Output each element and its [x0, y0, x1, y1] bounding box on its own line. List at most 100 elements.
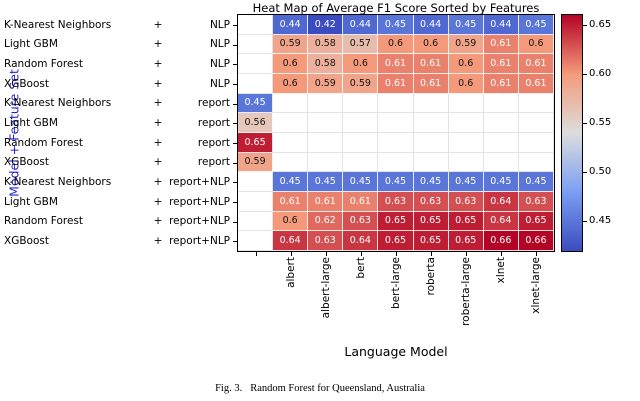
row-label-model: Light GBM — [4, 39, 58, 50]
heatmap-cell: 0.45 — [413, 172, 449, 192]
heatmap-cell — [518, 113, 554, 133]
heatmap-cell — [238, 191, 274, 212]
y-tick-label: Random Forest + NLP — [4, 58, 233, 70]
heatmap-cell: 0.6 — [273, 73, 309, 94]
heatmap-cell: 0.45 — [273, 172, 309, 192]
heatmap-cell: 0.44 — [273, 15, 309, 35]
row-label-plus: + — [153, 38, 163, 51]
heatmap-cell: 0.65 — [413, 211, 449, 232]
heatmap-cell: 0.66 — [518, 231, 554, 251]
row-label-model: K-Nearest Neighbors — [4, 98, 112, 109]
y-tick-mark — [233, 45, 237, 46]
row-label-model: K-Nearest Neighbors — [4, 19, 112, 31]
heatmap-cell: 0.45 — [343, 172, 379, 192]
heatmap-grid: 0.44 0.42 0.44 0.45 0.44 0.45 0.44 0.45 0.59 0.58… — [237, 14, 555, 252]
y-tick-label: XGBoost + report+NLP — [4, 235, 233, 247]
heatmap-cell: 0.45 — [448, 15, 484, 35]
heatmap-cell — [413, 132, 449, 153]
heatmap-cell: 0.45 — [378, 15, 414, 35]
heatmap-cell — [378, 152, 414, 173]
heatmap-cell: 0.6 — [273, 54, 309, 74]
x-tick-mark — [466, 252, 467, 256]
y-tick-mark — [233, 84, 237, 85]
x-tick-mark — [501, 252, 502, 256]
x-axis-label: Language Model — [344, 344, 448, 359]
x-tick-label: bert — [354, 257, 367, 279]
y-tick-label: XGBoost + report — [4, 157, 233, 169]
row-label-plus: + — [153, 57, 163, 70]
row-label-feature: NLP — [209, 18, 230, 31]
heatmap-cell: 0.64 — [483, 211, 519, 232]
x-tick-label: roberta-large — [460, 257, 473, 326]
heatmap-cell: 0.44 — [343, 15, 379, 35]
x-tick-label: albert — [284, 257, 297, 288]
row-label-feature: report — [197, 97, 230, 110]
heatmap-cell: 0.64 — [273, 231, 309, 251]
row-label-model: Light GBM — [4, 196, 58, 208]
heatmap-cell: 0.66 — [483, 231, 519, 251]
y-tick-label: Light GBM + NLP — [4, 39, 233, 51]
heatmap-cell: 0.63 — [378, 191, 414, 212]
heatmap-cell: 0.62 — [308, 211, 344, 232]
heatmap-cell: 0.6 — [378, 34, 414, 55]
heatmap-cell: 0.65 — [238, 132, 274, 153]
heatmap-cell: 0.6 — [448, 54, 484, 74]
heatmap-cell — [413, 152, 449, 173]
row-label-model: Random Forest — [4, 137, 84, 149]
heatmap-cell — [273, 113, 309, 133]
heatmap-cell: 0.65 — [378, 211, 414, 232]
heatmap-cell: 0.45 — [378, 172, 414, 192]
row-label-feature: NLP — [209, 38, 230, 51]
heatmap-cell: 0.6 — [343, 54, 379, 74]
colorbar-tick-mark — [583, 172, 587, 173]
heatmap-cell: 0.61 — [483, 34, 519, 55]
heatmap-cell: 0.65 — [448, 211, 484, 232]
heatmap-cell: 0.65 — [448, 231, 484, 251]
heatmap-cell: 0.6 — [273, 211, 309, 232]
heatmap-cell — [448, 93, 484, 114]
heatmap-cell: 0.64 — [483, 191, 519, 212]
heatmap-cell — [308, 113, 344, 133]
heatmap-cell — [448, 152, 484, 173]
row-label-plus: + — [153, 175, 163, 188]
y-tick-mark — [233, 182, 237, 183]
y-tick-mark — [233, 64, 237, 65]
heatmap-cell — [308, 152, 344, 173]
heatmap-cell: 0.6 — [518, 34, 554, 55]
heatmap-cell: 0.59 — [448, 34, 484, 55]
heatmap-cell — [343, 113, 379, 133]
y-tick-label: Random Forest + report+NLP — [4, 216, 233, 228]
heatmap-cell — [518, 152, 554, 173]
y-tick-mark — [233, 202, 237, 203]
x-tick-mark — [536, 252, 537, 256]
heatmap-cell — [308, 132, 344, 153]
row-label-model: Light GBM — [4, 117, 58, 129]
caption-label: Fig. 3. — [215, 383, 243, 394]
x-tick-label: xlnet — [495, 257, 508, 284]
x-tick-label: bert-large — [390, 257, 402, 309]
heatmap-cell — [518, 93, 554, 114]
y-tick-mark — [233, 163, 237, 164]
heatmap-cell — [378, 113, 414, 133]
heatmap-cell: 0.59 — [343, 73, 379, 94]
heatmap-cell: 0.45 — [518, 172, 554, 192]
heatmap-cell: 0.6 — [448, 73, 484, 94]
heatmap-cell: 0.63 — [308, 231, 344, 251]
colorbar-tick-label: 0.55 — [589, 117, 612, 128]
heatmap-cell — [238, 172, 274, 192]
heatmap-cell — [413, 113, 449, 133]
x-tick-mark — [291, 252, 292, 256]
heatmap-cell: 0.63 — [518, 191, 554, 212]
colorbar-tick-mark — [583, 74, 587, 75]
y-tick-label: Light GBM + report+NLP — [4, 196, 233, 208]
heatmap-cell — [273, 132, 309, 153]
heatmap-cell: 0.45 — [238, 93, 274, 114]
heatmap-cell: 0.45 — [448, 172, 484, 192]
heatmap-cell — [518, 132, 554, 153]
row-label-feature: NLP — [209, 77, 230, 90]
heatmap-cell: 0.56 — [238, 113, 274, 133]
heatmap-cell — [238, 211, 274, 232]
row-label-feature: report+NLP — [169, 195, 230, 208]
row-label-model: Random Forest — [4, 216, 84, 227]
